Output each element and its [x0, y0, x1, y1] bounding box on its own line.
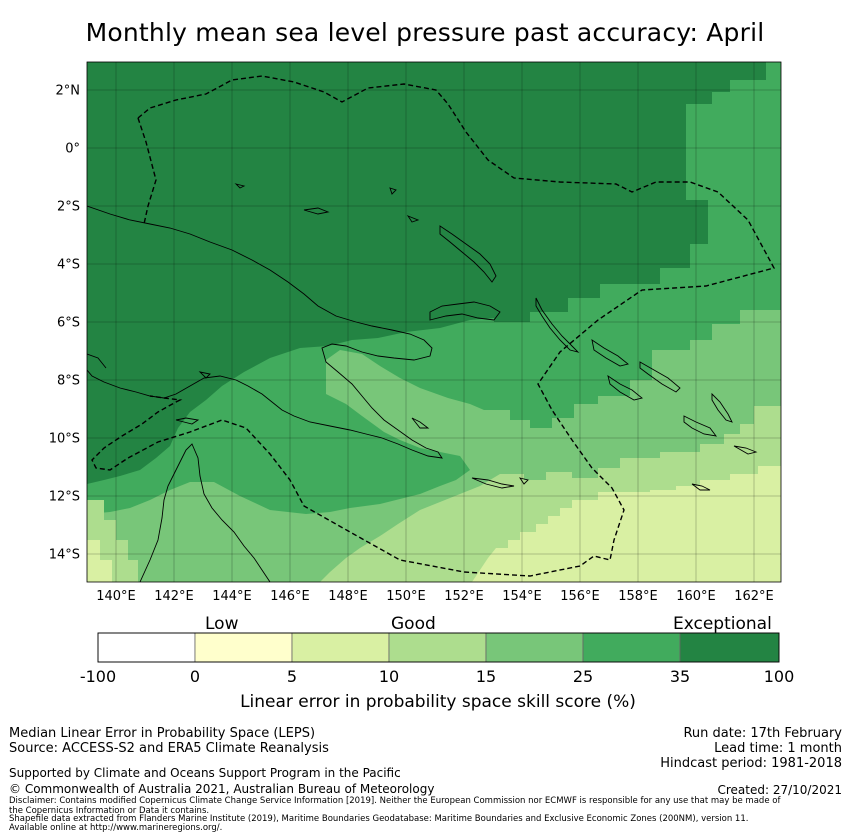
- y-tick-label: 0°: [65, 141, 80, 157]
- y-tick-label: 2°S: [56, 199, 80, 215]
- colorbar-tick: 0: [189, 667, 201, 686]
- x-tick-label: 148°E: [328, 589, 368, 604]
- footer-copyright: © Commonwealth of Australia 2021, Austra…: [9, 782, 435, 796]
- solomon-islands-coast: [591, 339, 629, 367]
- footer-disclaimer-1: Disclaimer: Contains modified Copernicus…: [9, 796, 781, 806]
- x-tick-label: 160°E: [676, 589, 716, 604]
- colorbar-swatch-5: [485, 632, 584, 663]
- bougainville-coast: [535, 297, 580, 353]
- x-tick-label: 152°E: [444, 589, 484, 604]
- footer-lead-time: Lead time: 1 month: [714, 741, 842, 756]
- colorbar-label: Linear error in probability space skill …: [240, 692, 636, 712]
- x-tick-label: 142°E: [154, 589, 194, 604]
- colorbar-category-good: Good: [391, 614, 436, 634]
- footer-support: Supported by Climate and Oceans Support …: [9, 766, 401, 780]
- footer-shapefile-1: Shapefile data extracted from Flanders M…: [9, 814, 749, 824]
- y-tick-label: 4°S: [56, 257, 80, 273]
- footer-created: Created: 27/10/2021: [717, 783, 842, 797]
- new-ireland-coast: [439, 225, 497, 283]
- colorbar-tick: 100: [763, 667, 795, 686]
- colorbar-swatch-1: [97, 632, 196, 663]
- skill-field: [87, 62, 781, 582]
- colorbar-swatch-7: [679, 632, 780, 663]
- gridlines: [87, 62, 781, 582]
- colorbar-category-exceptional: Exceptional: [673, 614, 772, 634]
- footer-disclaimer-2: the Copernicus Information or Data it co…: [9, 806, 210, 816]
- y-tick-label: 8°S: [56, 373, 80, 389]
- footer-source: Source: ACCESS-S2 and ERA5 Climate Reana…: [9, 741, 329, 756]
- colorbar-tick: -100: [79, 667, 117, 686]
- y-tick-label: 14°S: [48, 547, 80, 563]
- footer-run-date: Run date: 17th February: [683, 726, 842, 741]
- new-britain-coast: [429, 301, 501, 321]
- colorbar-swatch-3: [291, 632, 390, 663]
- x-tick-label: 144°E: [212, 589, 252, 604]
- y-tick-label: 12°S: [48, 489, 80, 505]
- colorbar-category-low: Low: [205, 614, 239, 634]
- footer-method: Median Linear Error in Probability Space…: [9, 726, 316, 741]
- colorbar-swatch-6: [582, 632, 681, 663]
- coastlines: [87, 183, 758, 582]
- colorbar-swatch-2: [194, 632, 293, 663]
- x-tick-label: 158°E: [618, 589, 658, 604]
- x-tick-label: 154°E: [502, 589, 542, 604]
- colorbar-tick: 35: [669, 667, 691, 686]
- y-tick-label: 10°S: [48, 431, 80, 447]
- x-tick-label: 162°E: [734, 589, 774, 604]
- colorbar-tick: 5: [286, 667, 298, 686]
- colorbar-tick: 15: [475, 667, 497, 686]
- x-tick-label: 146°E: [270, 589, 310, 604]
- map-title: Monthly mean sea level pressure past acc…: [85, 18, 765, 47]
- x-tick-label: 150°E: [386, 589, 426, 604]
- colorbar-swatch-4: [388, 632, 487, 663]
- map-frame: [86, 61, 782, 583]
- colorbar: [97, 632, 780, 663]
- y-tick-label: 6°S: [56, 315, 80, 331]
- x-tick-label: 140°E: [96, 589, 136, 604]
- footer-shapefile-2: Available online at http://www.marinereg…: [9, 823, 223, 833]
- footer-hindcast: Hindcast period: 1981-2018: [660, 756, 842, 771]
- colorbar-tick: 25: [572, 667, 594, 686]
- australia-coast: [139, 443, 271, 582]
- x-tick-label: 156°E: [560, 589, 600, 604]
- eez-boundary: [91, 75, 776, 577]
- colorbar-tick: 10: [378, 667, 400, 686]
- new-guinea-coast: [87, 205, 443, 459]
- y-tick-label: 2°N: [55, 83, 81, 99]
- low-high-region: [472, 466, 781, 582]
